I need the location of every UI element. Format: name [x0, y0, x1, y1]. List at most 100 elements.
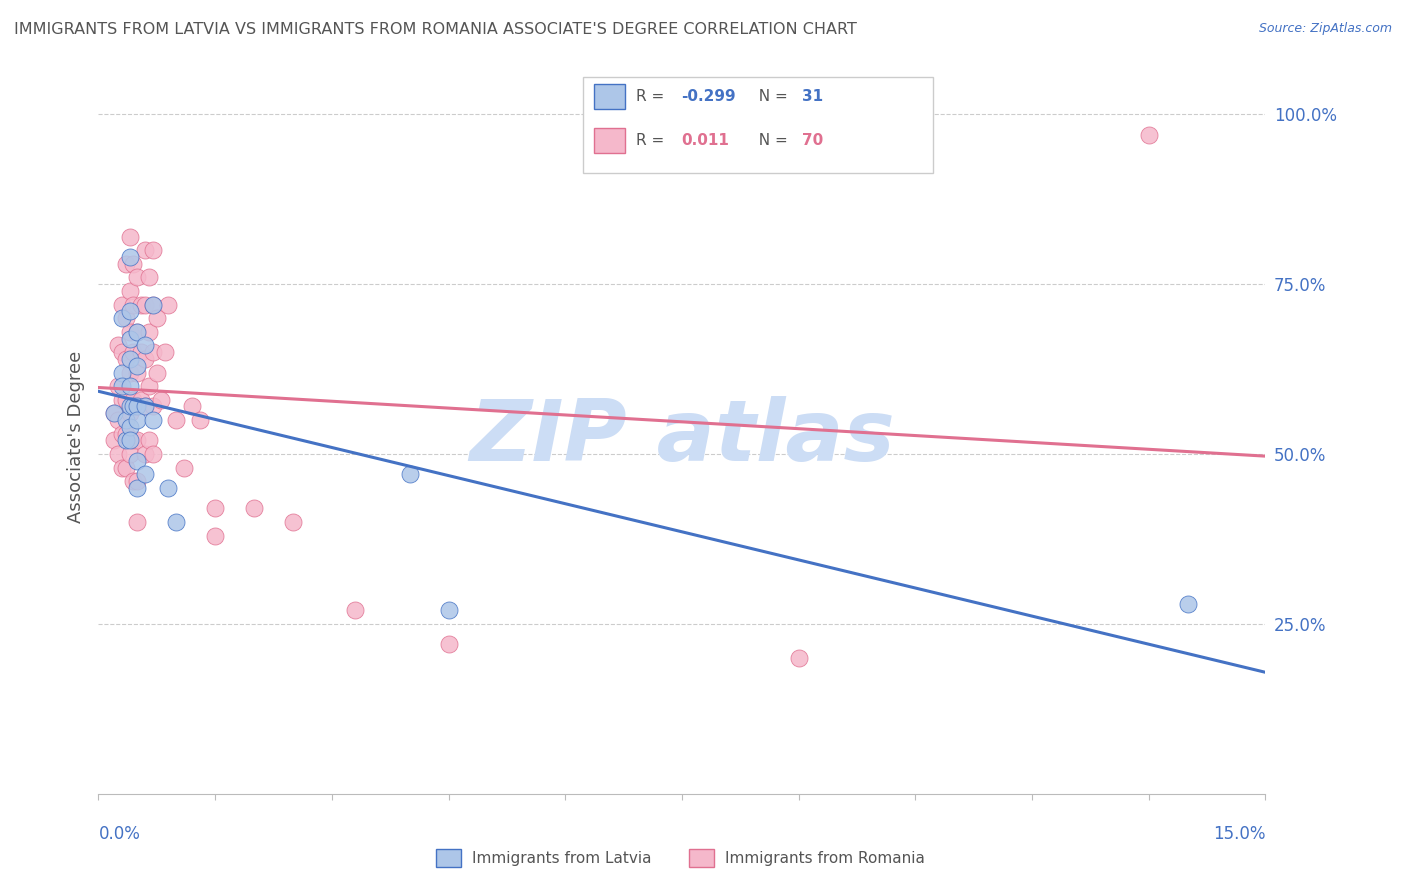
Point — [122, 392, 145, 407]
Point — [114, 311, 136, 326]
Point — [127, 434, 149, 448]
Point — [118, 406, 141, 420]
Point — [398, 467, 420, 482]
Point — [142, 297, 165, 311]
Text: R =: R = — [636, 134, 669, 148]
Point — [111, 392, 134, 407]
Text: ZIP atlas: ZIP atlas — [470, 395, 894, 479]
Point — [111, 460, 134, 475]
Point — [118, 284, 141, 298]
Point — [118, 366, 141, 380]
Point — [122, 475, 145, 489]
Point — [111, 311, 134, 326]
Point — [111, 366, 134, 380]
Point — [1177, 597, 1199, 611]
Point — [165, 515, 187, 529]
Point — [204, 501, 226, 516]
Point — [1137, 128, 1160, 142]
Point — [107, 379, 129, 393]
Point — [142, 413, 165, 427]
Point — [138, 270, 160, 285]
Point — [204, 528, 226, 542]
Point — [134, 297, 156, 311]
Point — [134, 243, 156, 257]
Point — [103, 406, 125, 420]
Point — [173, 460, 195, 475]
Point — [122, 434, 145, 448]
Point — [157, 481, 180, 495]
Point — [127, 481, 149, 495]
Point — [118, 379, 141, 393]
Point — [118, 447, 141, 461]
Point — [114, 413, 136, 427]
Point — [114, 351, 136, 366]
Point — [118, 400, 141, 414]
Point — [122, 297, 145, 311]
Point — [118, 332, 141, 346]
Point — [127, 366, 149, 380]
Point — [118, 250, 141, 264]
Point — [281, 515, 304, 529]
Point — [111, 426, 134, 441]
Point — [165, 413, 187, 427]
Point — [127, 400, 149, 414]
Point — [146, 311, 169, 326]
Point — [437, 637, 460, 651]
Y-axis label: Associate's Degree: Associate's Degree — [66, 351, 84, 524]
Point — [118, 229, 141, 244]
Text: 0.011: 0.011 — [681, 134, 730, 148]
Point — [118, 420, 141, 434]
Point — [122, 345, 145, 359]
Point — [118, 325, 141, 339]
Point — [127, 413, 149, 427]
Point — [127, 359, 149, 373]
Point — [142, 297, 165, 311]
Point — [103, 406, 125, 420]
Point — [107, 413, 129, 427]
Point — [122, 257, 145, 271]
Point — [127, 400, 149, 414]
Point — [114, 434, 136, 448]
Point — [127, 325, 149, 339]
Text: 31: 31 — [801, 89, 823, 103]
Point — [129, 345, 152, 359]
Text: 0.0%: 0.0% — [98, 825, 141, 843]
Point — [118, 304, 141, 318]
Point — [134, 338, 156, 352]
Point — [111, 345, 134, 359]
Point — [114, 257, 136, 271]
Text: 15.0%: 15.0% — [1213, 825, 1265, 843]
Point — [118, 351, 141, 366]
Point — [153, 345, 176, 359]
Point — [146, 366, 169, 380]
Point — [114, 460, 136, 475]
Point — [157, 297, 180, 311]
Text: IMMIGRANTS FROM LATVIA VS IMMIGRANTS FROM ROMANIA ASSOCIATE'S DEGREE CORRELATION: IMMIGRANTS FROM LATVIA VS IMMIGRANTS FRO… — [14, 22, 856, 37]
Text: Immigrants from Romania: Immigrants from Romania — [725, 851, 925, 865]
Point — [134, 400, 156, 414]
Point — [107, 447, 129, 461]
Point — [134, 447, 156, 461]
Point — [142, 345, 165, 359]
Point — [127, 454, 149, 468]
Point — [243, 501, 266, 516]
Point — [118, 434, 141, 448]
Text: -0.299: -0.299 — [681, 89, 735, 103]
Point — [437, 603, 460, 617]
Point — [138, 434, 160, 448]
Point — [138, 325, 160, 339]
Text: N =: N = — [748, 89, 792, 103]
Text: R =: R = — [636, 89, 669, 103]
Point — [134, 467, 156, 482]
Point — [111, 297, 134, 311]
Text: Source: ZipAtlas.com: Source: ZipAtlas.com — [1258, 22, 1392, 36]
Point — [122, 400, 145, 414]
Point — [134, 400, 156, 414]
Point — [344, 603, 367, 617]
Text: 70: 70 — [801, 134, 824, 148]
Point — [114, 392, 136, 407]
Text: N =: N = — [748, 134, 792, 148]
Point — [138, 379, 160, 393]
Point — [127, 325, 149, 339]
Point — [149, 392, 172, 407]
